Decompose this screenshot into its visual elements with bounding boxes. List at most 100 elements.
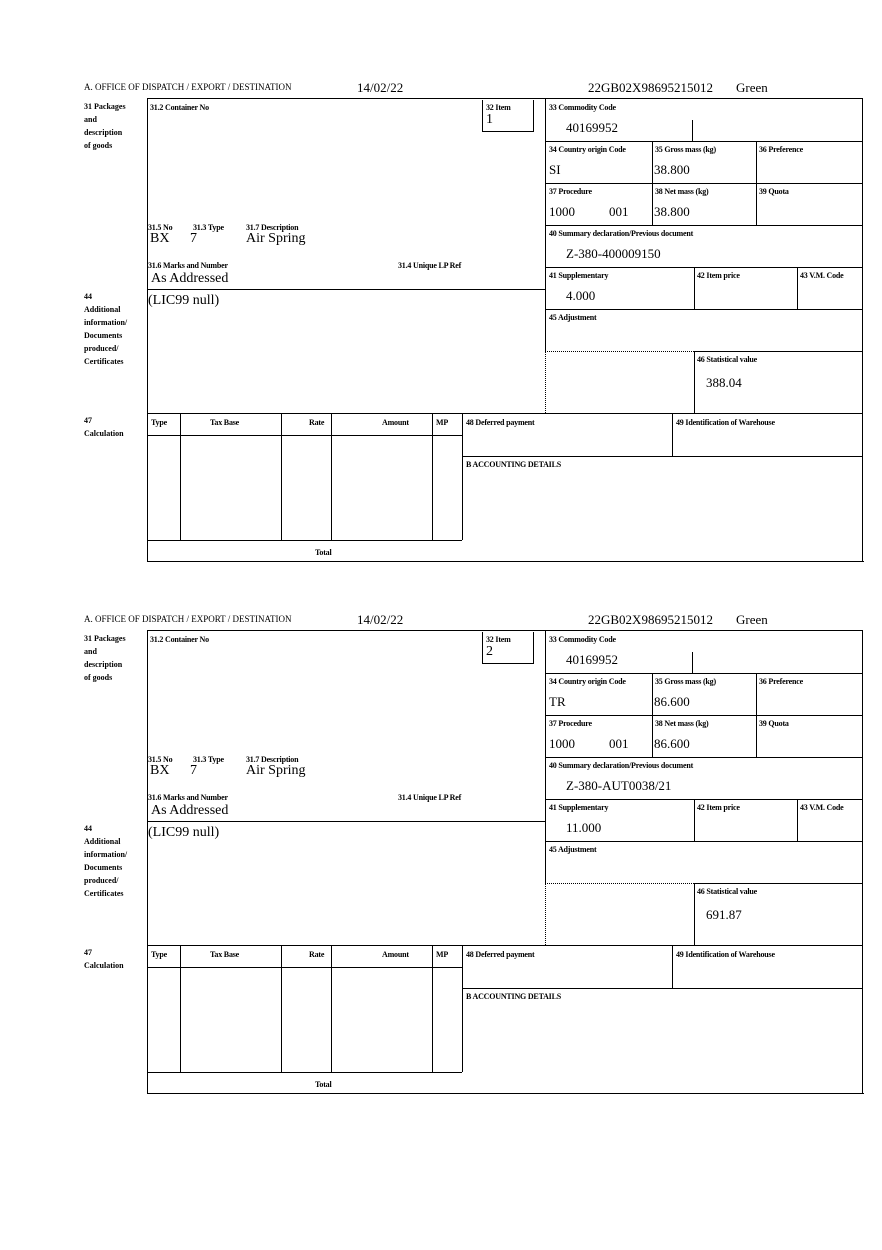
office-label: A. OFFICE OF DISPATCH / EXPORT / DESTINA…: [84, 614, 292, 624]
preference-label: 36 Preference: [759, 677, 803, 686]
frame-right-line: [862, 630, 863, 1093]
route-status: Green: [736, 612, 768, 627]
divider-line: [694, 267, 695, 309]
gross-mass: 38.800: [654, 162, 690, 177]
marks-value: As Addressed: [151, 271, 229, 286]
package-type-label: 31.3 Type: [193, 755, 224, 764]
supplementary-label: 41 Supplementary: [549, 803, 609, 812]
declaration-item-block: A. OFFICE OF DISPATCH / EXPORT / DESTINA…: [0, 610, 882, 1110]
divider-line: [797, 799, 798, 841]
country-origin-label: 34 Country origin Code: [549, 145, 626, 154]
procedure-additional: 001: [609, 736, 629, 751]
divider-line: [692, 652, 693, 673]
divider-line: [462, 988, 862, 989]
col-type-header: Type: [151, 418, 167, 427]
col-tax-base-header: Tax Base: [210, 950, 240, 959]
net-mass: 86.600: [654, 736, 690, 751]
declaration-date: 14/02/22: [357, 612, 404, 627]
commodity-code-label: 33 Commodity Code: [549, 635, 616, 644]
unique-lp-ref-label: 31.4 Unique LP Ref: [398, 793, 462, 802]
adjustment-label: 45 Adjustment: [549, 313, 597, 322]
divider-line: [545, 267, 862, 268]
goods-description: Air Spring: [246, 763, 306, 778]
frame-left-line: [147, 98, 148, 561]
net-mass: 38.800: [654, 204, 690, 219]
country-origin: SI: [549, 162, 561, 177]
divider-line: [281, 413, 282, 540]
divider-line: [180, 413, 181, 540]
procedure: 1000: [549, 204, 575, 219]
divider-line: [482, 100, 483, 131]
box47-label: 47 Calculation: [84, 416, 124, 438]
divider-line: [545, 183, 862, 184]
divider-line: [652, 673, 653, 757]
divider-line: [147, 540, 462, 541]
col-rate-header: Rate: [309, 418, 325, 427]
divider-line: [756, 673, 757, 757]
divider-line: [694, 351, 695, 413]
quota-label: 39 Quota: [759, 719, 789, 728]
deferred-payment-label: 48 Deferred payment: [466, 950, 535, 959]
divider-line: [672, 945, 673, 988]
divider-line: [694, 883, 695, 945]
box44-label: 44 Additional information/ Documents pro…: [84, 824, 128, 898]
divider-line: [545, 225, 862, 226]
divider-line: [545, 841, 862, 842]
country-origin-label: 34 Country origin Code: [549, 677, 626, 686]
declaration-reference: 22GB02X98695215012: [588, 80, 713, 95]
commodity-code: 40169952: [566, 120, 618, 135]
divider-line: [147, 435, 462, 436]
divider-line: [797, 267, 798, 309]
supplementary-label: 41 Supplementary: [549, 271, 609, 280]
divider-line: [432, 413, 433, 540]
divider-line: [692, 120, 693, 141]
divider-line: [482, 131, 534, 132]
net-mass-label: 38 Net mass (kg): [655, 187, 709, 196]
frame-top-line: [147, 630, 862, 631]
package-type-label: 31.3 Type: [193, 223, 224, 232]
package-type: 7: [190, 763, 197, 778]
packages-no-label: 31.5 No: [148, 223, 173, 232]
additional-info-value: (LIC99 null): [148, 293, 220, 308]
dotted-divider: [545, 351, 546, 413]
statistical-value: 388.04: [706, 375, 742, 390]
preference-label: 36 Preference: [759, 145, 803, 154]
frame-left-line: [147, 630, 148, 1093]
item-price-label: 42 Item price: [697, 271, 740, 280]
divider-line: [694, 799, 695, 841]
divider-line: [147, 967, 462, 968]
divider-line: [180, 945, 181, 1072]
previous-document-label: 40 Summary declaration/Previous document: [549, 229, 694, 238]
divider-line: [331, 413, 332, 540]
description-label: 31.7 Description: [246, 755, 299, 764]
packages-no: BX: [150, 231, 170, 246]
previous-document: Z-380-400009150: [566, 246, 661, 261]
box31-label: 31 Packages and description of goods: [84, 634, 126, 682]
warehouse-id-label: 49 Identification of Warehouse: [676, 418, 775, 427]
frame-right-line: [862, 98, 863, 561]
warehouse-id-label: 49 Identification of Warehouse: [676, 950, 775, 959]
marks-label: 31.6 Marks and Number: [148, 793, 228, 802]
gross-mass-label: 35 Gross mass (kg): [655, 677, 716, 686]
declaration-item-block: A. OFFICE OF DISPATCH / EXPORT / DESTINA…: [0, 78, 882, 578]
divider-line: [147, 821, 545, 822]
divider-line: [432, 945, 433, 1072]
divider-line: [147, 1072, 462, 1073]
item-price-label: 42 Item price: [697, 803, 740, 812]
accounting-details-label: B ACCOUNTING DETAILS: [466, 992, 561, 1001]
divider-line: [533, 632, 534, 663]
divider-line: [694, 883, 862, 884]
total-label: Total: [315, 1080, 332, 1089]
divider-line: [545, 799, 862, 800]
unique-lp-ref-label: 31.4 Unique LP Ref: [398, 261, 462, 270]
divider-line: [281, 945, 282, 1072]
divider-line: [462, 413, 463, 540]
additional-info-value: (LIC99 null): [148, 825, 220, 840]
col-mp-header: MP: [436, 950, 449, 959]
net-mass-label: 38 Net mass (kg): [655, 719, 709, 728]
goods-description: Air Spring: [246, 231, 306, 246]
box47-label: 47 Calculation: [84, 948, 124, 970]
divider-line: [694, 351, 862, 352]
divider-line: [545, 630, 546, 883]
col-rate-header: Rate: [309, 950, 325, 959]
